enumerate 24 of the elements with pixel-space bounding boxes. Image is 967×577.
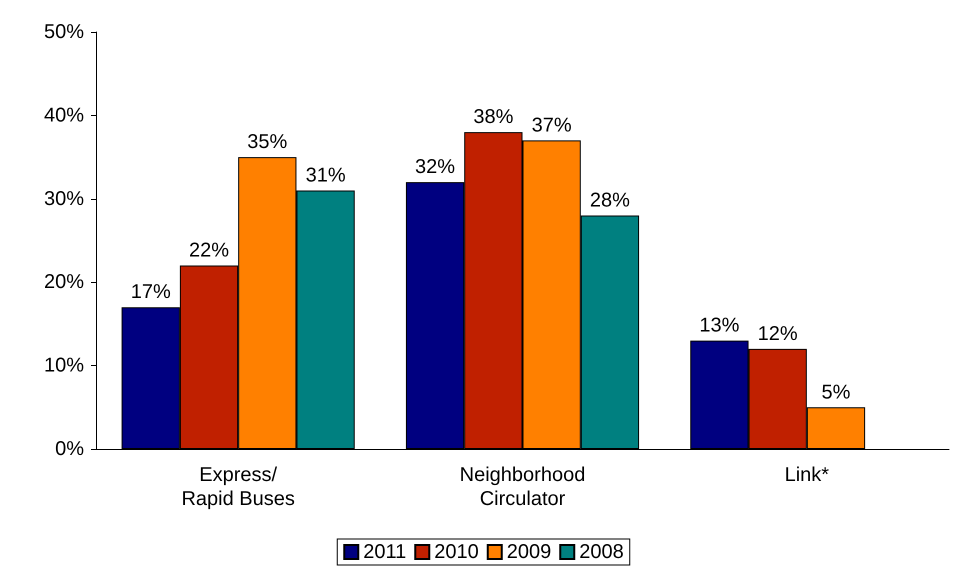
legend-label: 2010 xyxy=(434,541,479,563)
data-label: 17% xyxy=(130,281,171,304)
data-label: 22% xyxy=(189,240,230,262)
data-label: 13% xyxy=(699,314,740,337)
y-tick-label: 40% xyxy=(44,104,84,126)
data-label: 37% xyxy=(532,114,572,136)
data-label: 35% xyxy=(247,131,288,154)
legend-label: 2008 xyxy=(579,541,624,563)
y-tick-label: 10% xyxy=(44,354,84,377)
y-tick-label: 50% xyxy=(44,21,84,43)
data-label: 12% xyxy=(758,322,798,345)
x-tick-label: Neighborhood Circulator xyxy=(460,464,586,510)
legend-label: 2011 xyxy=(363,541,406,563)
y-tick-label: 20% xyxy=(44,271,84,294)
data-label: 5% xyxy=(822,381,851,404)
x-tick-label: Link* xyxy=(784,464,830,486)
legend-label: 2009 xyxy=(506,541,552,563)
data-label: 38% xyxy=(473,106,514,128)
data-label: 28% xyxy=(590,189,630,212)
x-tick-label: Express/ Rapid Buses xyxy=(181,464,295,510)
data-label: 32% xyxy=(415,156,456,178)
y-tick-label: 0% xyxy=(55,438,84,460)
y-tick-label: 30% xyxy=(44,188,84,210)
data-label: 31% xyxy=(306,164,346,186)
